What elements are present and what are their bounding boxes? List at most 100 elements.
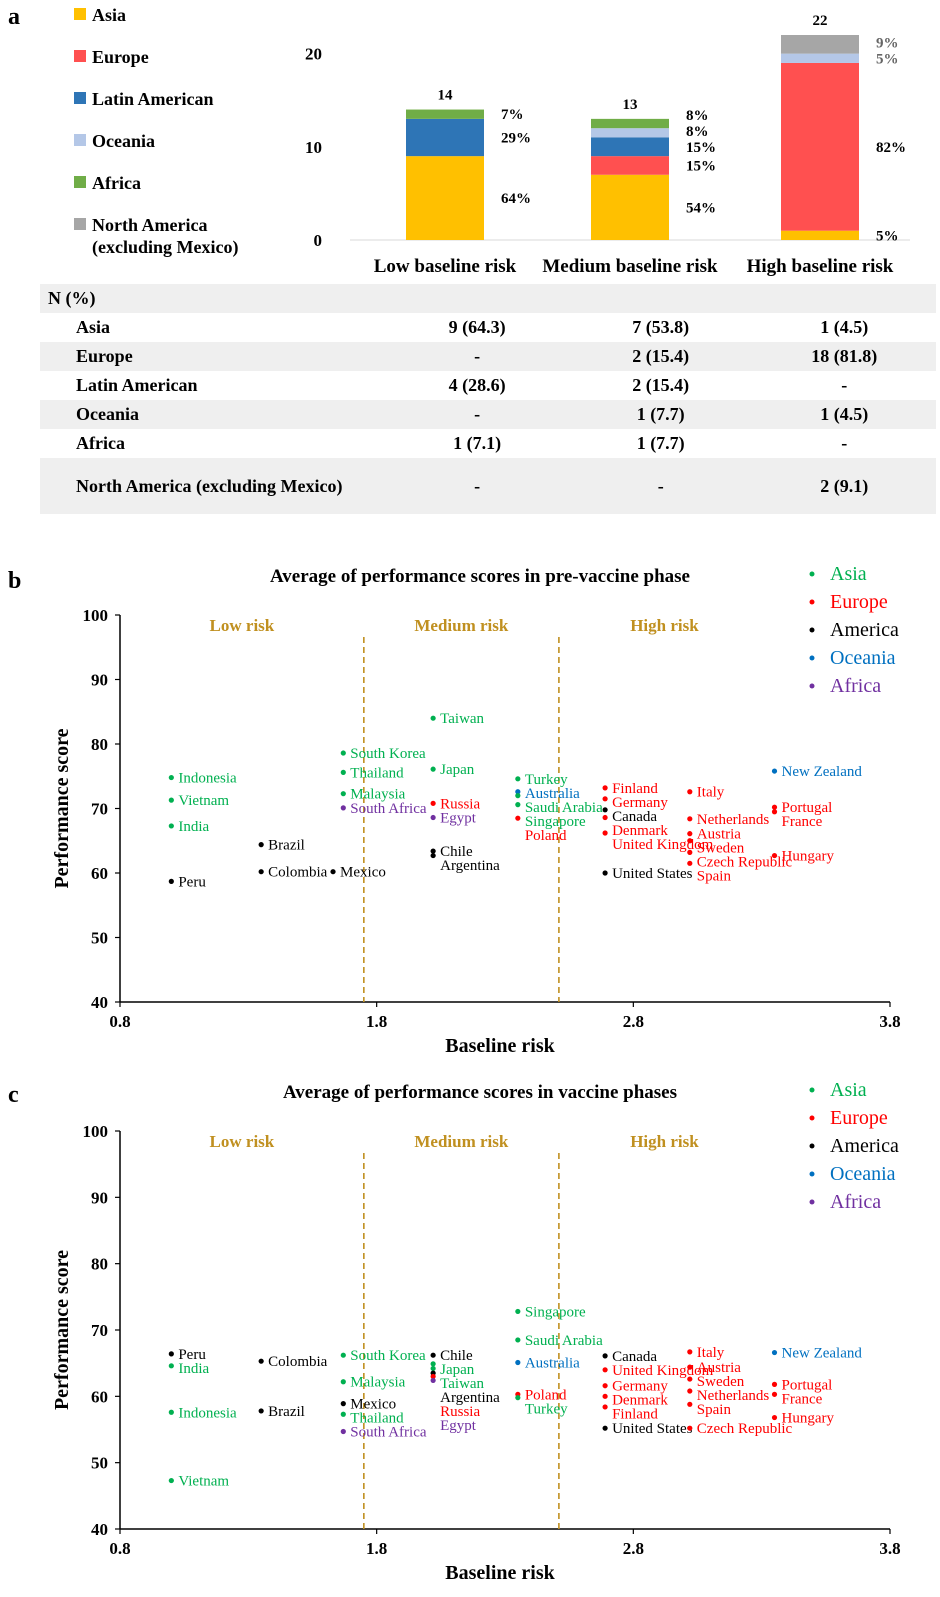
panel-a-letter: a xyxy=(8,4,20,30)
data-point-label: Egypt xyxy=(440,1418,477,1434)
data-point xyxy=(258,1408,264,1414)
risk-region-label: Medium risk xyxy=(414,1132,509,1151)
bar-total-label: 13 xyxy=(623,97,638,113)
legend-marker xyxy=(809,599,815,605)
data-point xyxy=(168,1351,174,1357)
cell-low: - xyxy=(385,458,569,514)
data-point xyxy=(515,802,521,808)
panel-b-letter: b xyxy=(8,568,22,594)
data-point-label: Brazil xyxy=(268,1404,305,1420)
data-point-label: Spain xyxy=(697,1402,732,1418)
bar-percent-label: 29% xyxy=(501,131,531,147)
risk-region-label: High risk xyxy=(630,616,699,635)
data-point-label: South Africa xyxy=(350,801,427,817)
data-point-label: New Zealand xyxy=(782,764,863,780)
y-tick-label: 0 xyxy=(314,231,323,250)
legend-label: America xyxy=(830,1135,899,1157)
data-point xyxy=(430,852,436,859)
data-point xyxy=(687,1376,693,1382)
legend-label: North America (excluding Mexico) xyxy=(92,215,239,257)
data-point xyxy=(340,1401,346,1407)
data-point-label: Colombia xyxy=(268,865,328,881)
data-point xyxy=(771,809,778,815)
legend-marker xyxy=(809,655,815,661)
bar-percent-label: 15% xyxy=(686,140,716,156)
y-tick-label: 80 xyxy=(91,1255,108,1274)
data-point xyxy=(430,715,436,721)
data-point xyxy=(687,860,693,866)
legend-label: Asia xyxy=(830,1079,867,1101)
legend-label: Oceania xyxy=(830,1163,896,1185)
legend-label: Africa xyxy=(830,675,881,697)
table-row: Europe - 2 (15.4) 18 (81.8) xyxy=(40,342,936,371)
bar-percent-label: 82% xyxy=(876,140,906,156)
row-label: Asia xyxy=(76,317,111,337)
data-point-label: Sweden xyxy=(697,841,745,857)
legend-marker xyxy=(809,627,815,633)
cell-low: 9 (64.3) xyxy=(448,317,506,337)
data-point xyxy=(687,849,693,855)
legend-marker xyxy=(809,1115,815,1121)
data-point xyxy=(771,804,778,810)
data-point-label: Italy xyxy=(697,1345,725,1361)
data-point xyxy=(340,1411,346,1417)
bar-segment xyxy=(591,137,669,157)
bar-percent-label: 8% xyxy=(686,108,709,124)
data-point-label: South Africa xyxy=(350,1425,427,1441)
legend-label: Oceania xyxy=(830,647,896,669)
data-point-label: Germany xyxy=(612,795,668,811)
data-point xyxy=(515,815,521,821)
legend-marker xyxy=(809,683,815,689)
data-point xyxy=(515,793,521,799)
table-header: N (%) xyxy=(40,284,936,313)
cell-medium: 2 (15.4) xyxy=(632,375,690,395)
data-point xyxy=(687,816,693,822)
data-point-label: Chile xyxy=(440,1348,473,1364)
data-point xyxy=(687,789,693,795)
data-point xyxy=(430,814,436,821)
cell-low: - xyxy=(385,400,569,429)
data-point xyxy=(168,797,174,803)
data-point xyxy=(430,1361,436,1367)
bar-percent-label: 64% xyxy=(501,191,531,207)
bar-segment xyxy=(781,230,859,240)
chart-title: Average of performance scores in pre-vac… xyxy=(270,566,690,587)
data-point xyxy=(687,1388,693,1394)
cell-medium: 1 (7.7) xyxy=(568,400,753,429)
data-point-label: Hungary xyxy=(782,1411,835,1427)
bar-chart-legend: Asia Europe Latin American Oceania Afric… xyxy=(74,4,294,257)
legend-swatch xyxy=(74,176,86,188)
data-point xyxy=(687,1401,693,1407)
legend-item-europe: Europe xyxy=(74,46,294,88)
table-row: North America (excluding Mexico) - - 2 (… xyxy=(40,458,936,514)
data-point xyxy=(515,776,521,782)
bar-segment xyxy=(406,109,484,119)
y-tick-label: 70 xyxy=(91,800,108,819)
data-point xyxy=(602,814,608,821)
bar-percent-label: 5% xyxy=(876,228,899,244)
y-tick-label: 90 xyxy=(91,1188,108,1207)
data-point-label: Portugal xyxy=(782,800,833,816)
bar-segment xyxy=(781,62,859,231)
data-point xyxy=(602,1353,608,1359)
data-point xyxy=(602,1383,608,1389)
legend-item-north-america: North America (excluding Mexico) xyxy=(74,214,294,257)
data-point xyxy=(430,848,436,854)
y-axis-label: Performance score xyxy=(51,728,73,888)
data-point-label: Singapore xyxy=(525,814,586,830)
data-point-label: Canada xyxy=(612,1349,657,1365)
table-row: Oceania - 1 (7.7) 1 (4.5) xyxy=(40,400,936,429)
bar-segment xyxy=(781,35,859,54)
data-point-label: Malaysia xyxy=(350,787,405,803)
data-point-label: Indonesia xyxy=(178,771,237,787)
data-point-label: Russia xyxy=(440,1404,480,1420)
data-point-label: Austria xyxy=(697,1360,742,1376)
data-point xyxy=(602,1393,608,1399)
data-point xyxy=(515,1359,521,1366)
bar-segment xyxy=(591,128,669,138)
cell-medium: 2 (15.4) xyxy=(568,342,753,371)
cell-medium: - xyxy=(568,458,753,514)
data-point-label: Canada xyxy=(612,809,657,825)
data-point xyxy=(168,1477,174,1484)
data-point xyxy=(515,1337,521,1343)
